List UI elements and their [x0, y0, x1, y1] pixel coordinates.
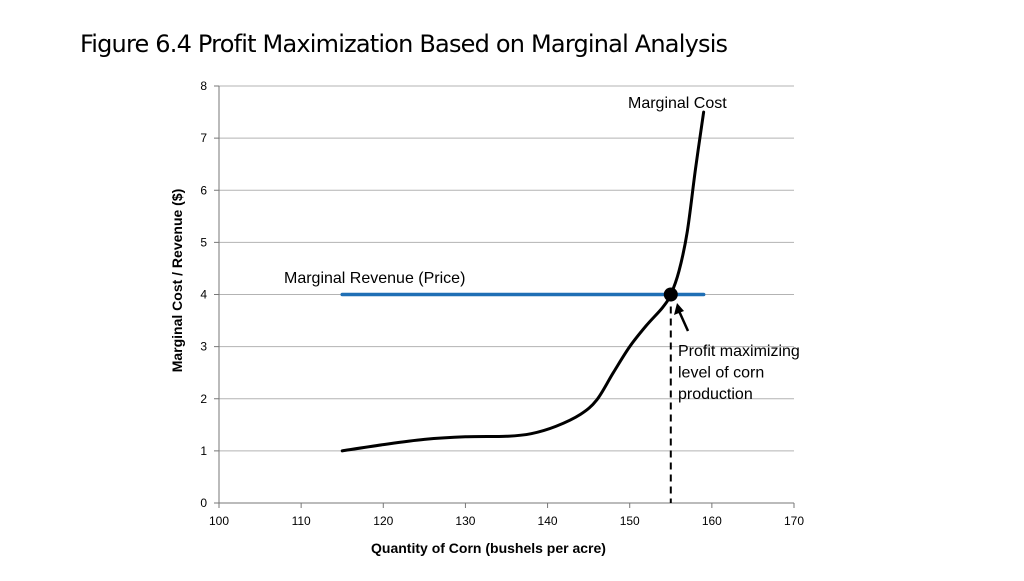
x-tick-label: 160 [702, 514, 722, 528]
x-tick-label: 170 [784, 514, 804, 528]
y-tick-label: 8 [200, 79, 207, 93]
y-tick-label: 7 [200, 131, 207, 145]
marginal-cost-curve [340, 110, 706, 453]
marginal-cost-label: Marginal Cost [628, 95, 727, 112]
annotation-text-line: Profit maximizing [678, 343, 800, 360]
intersection-point [663, 287, 678, 302]
y-tick-label: 1 [200, 444, 207, 458]
annotation-text-line: level of corn [678, 365, 764, 382]
x-tick-label: 130 [455, 514, 475, 528]
annotations: Marginal Cost Marginal Revenue (Price) Pro… [284, 95, 800, 403]
grid-lines [219, 85, 794, 452]
x-tick-label: 120 [373, 514, 393, 528]
y-tick-label: 3 [200, 340, 207, 354]
x-tick-label: 140 [538, 514, 558, 528]
axes: 0 1 2 3 4 5 6 7 8 100 110 120 130 140 150 160 170 Quantit… [169, 79, 804, 556]
marginal-revenue-label: Marginal Revenue (Price) [284, 270, 465, 287]
series [340, 110, 706, 503]
annotation-text-line: production [678, 386, 753, 403]
annotation-arrowhead [674, 303, 684, 315]
x-tick-label: 110 [292, 514, 311, 528]
y-tick-label: 4 [200, 288, 207, 302]
x-axis-title: Quantity of Corn (bushels per acre) [371, 540, 606, 556]
slide-title: Figure 6.4 Profit Maximization Based on … [80, 30, 728, 58]
y-tick-label: 2 [200, 392, 207, 406]
y-tick-label: 5 [200, 235, 207, 249]
y-axis-title: Marginal Cost / Revenue ($) [169, 189, 185, 373]
y-tick-label: 0 [200, 496, 207, 510]
x-tick-label: 150 [620, 514, 640, 528]
annotation-arrow-line [677, 310, 690, 332]
y-tick-label: 6 [200, 183, 207, 197]
x-tick-label: 100 [209, 514, 229, 528]
